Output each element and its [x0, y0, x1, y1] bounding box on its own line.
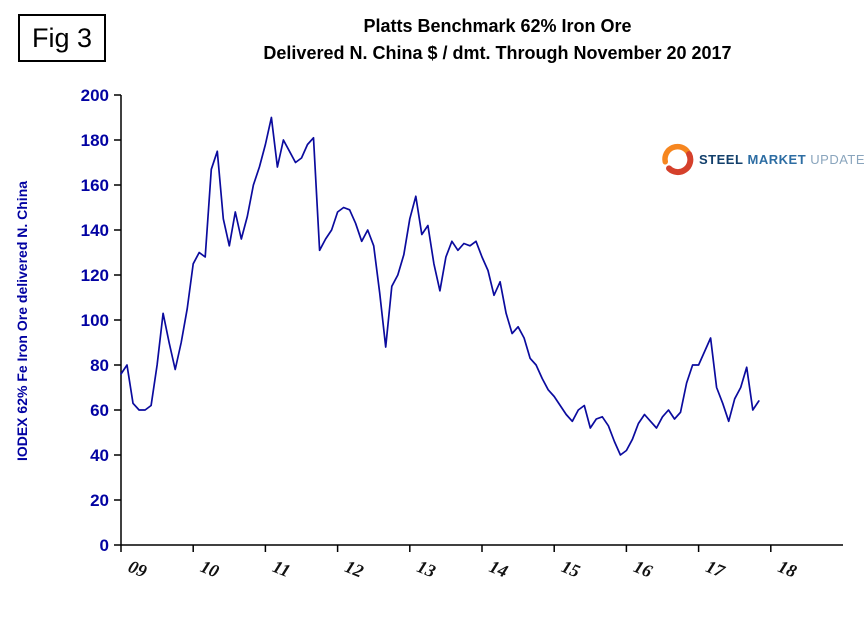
x-axis-tick-label: 12	[342, 556, 366, 581]
y-axis-tick-label: 180	[81, 131, 109, 150]
y-axis-tick-label: 200	[81, 86, 109, 105]
x-axis-tick-label: 17	[703, 556, 728, 582]
steel-market-update-logo: STEEL MARKET UPDATE	[660, 142, 865, 176]
chart-title-line1: Platts Benchmark 62% Iron Ore	[363, 16, 632, 36]
logo-word-market: MARKET	[747, 151, 807, 167]
logo-text: STEEL MARKET UPDATE	[699, 152, 865, 167]
x-axis-tick-label: 13	[414, 556, 438, 581]
price-line	[120, 116, 760, 456]
y-axis-tick-label: 80	[90, 356, 109, 375]
y-axis-tick-label: 0	[100, 536, 109, 555]
x-axis-tick-label: 09	[126, 556, 150, 581]
x-axis-tick-label: 16	[631, 556, 655, 581]
y-axis-tick-label: 100	[81, 311, 109, 330]
y-axis-tick-label: 140	[81, 221, 109, 240]
x-axis-tick-label: 10	[198, 556, 222, 581]
x-axis-tick-label: 11	[270, 556, 293, 581]
y-axis-tick-label: 40	[90, 446, 109, 465]
y-axis-tick-label: 60	[90, 401, 109, 420]
figure-label: Fig 3	[31, 22, 93, 53]
chart-title-line2: Delivered N. China $ / dmt. Through Nove…	[263, 43, 732, 63]
figure-label-box: Fig 3	[18, 14, 106, 62]
y-axis-tick-label: 20	[90, 491, 109, 510]
y-axis-tick-label: 120	[81, 266, 109, 285]
logo-word-update: UPDATE	[810, 151, 865, 167]
y-axis-tick-label: 160	[81, 176, 109, 195]
chart-title: Platts Benchmark 62% Iron Ore Delivered …	[140, 13, 855, 67]
x-axis-tick-label: 15	[559, 556, 583, 581]
x-axis-tick-label: 18	[775, 556, 799, 581]
x-axis-tick-label: 14	[487, 556, 511, 581]
logo-word-steel: STEEL	[699, 151, 744, 167]
logo-swoosh-icon	[662, 143, 694, 176]
